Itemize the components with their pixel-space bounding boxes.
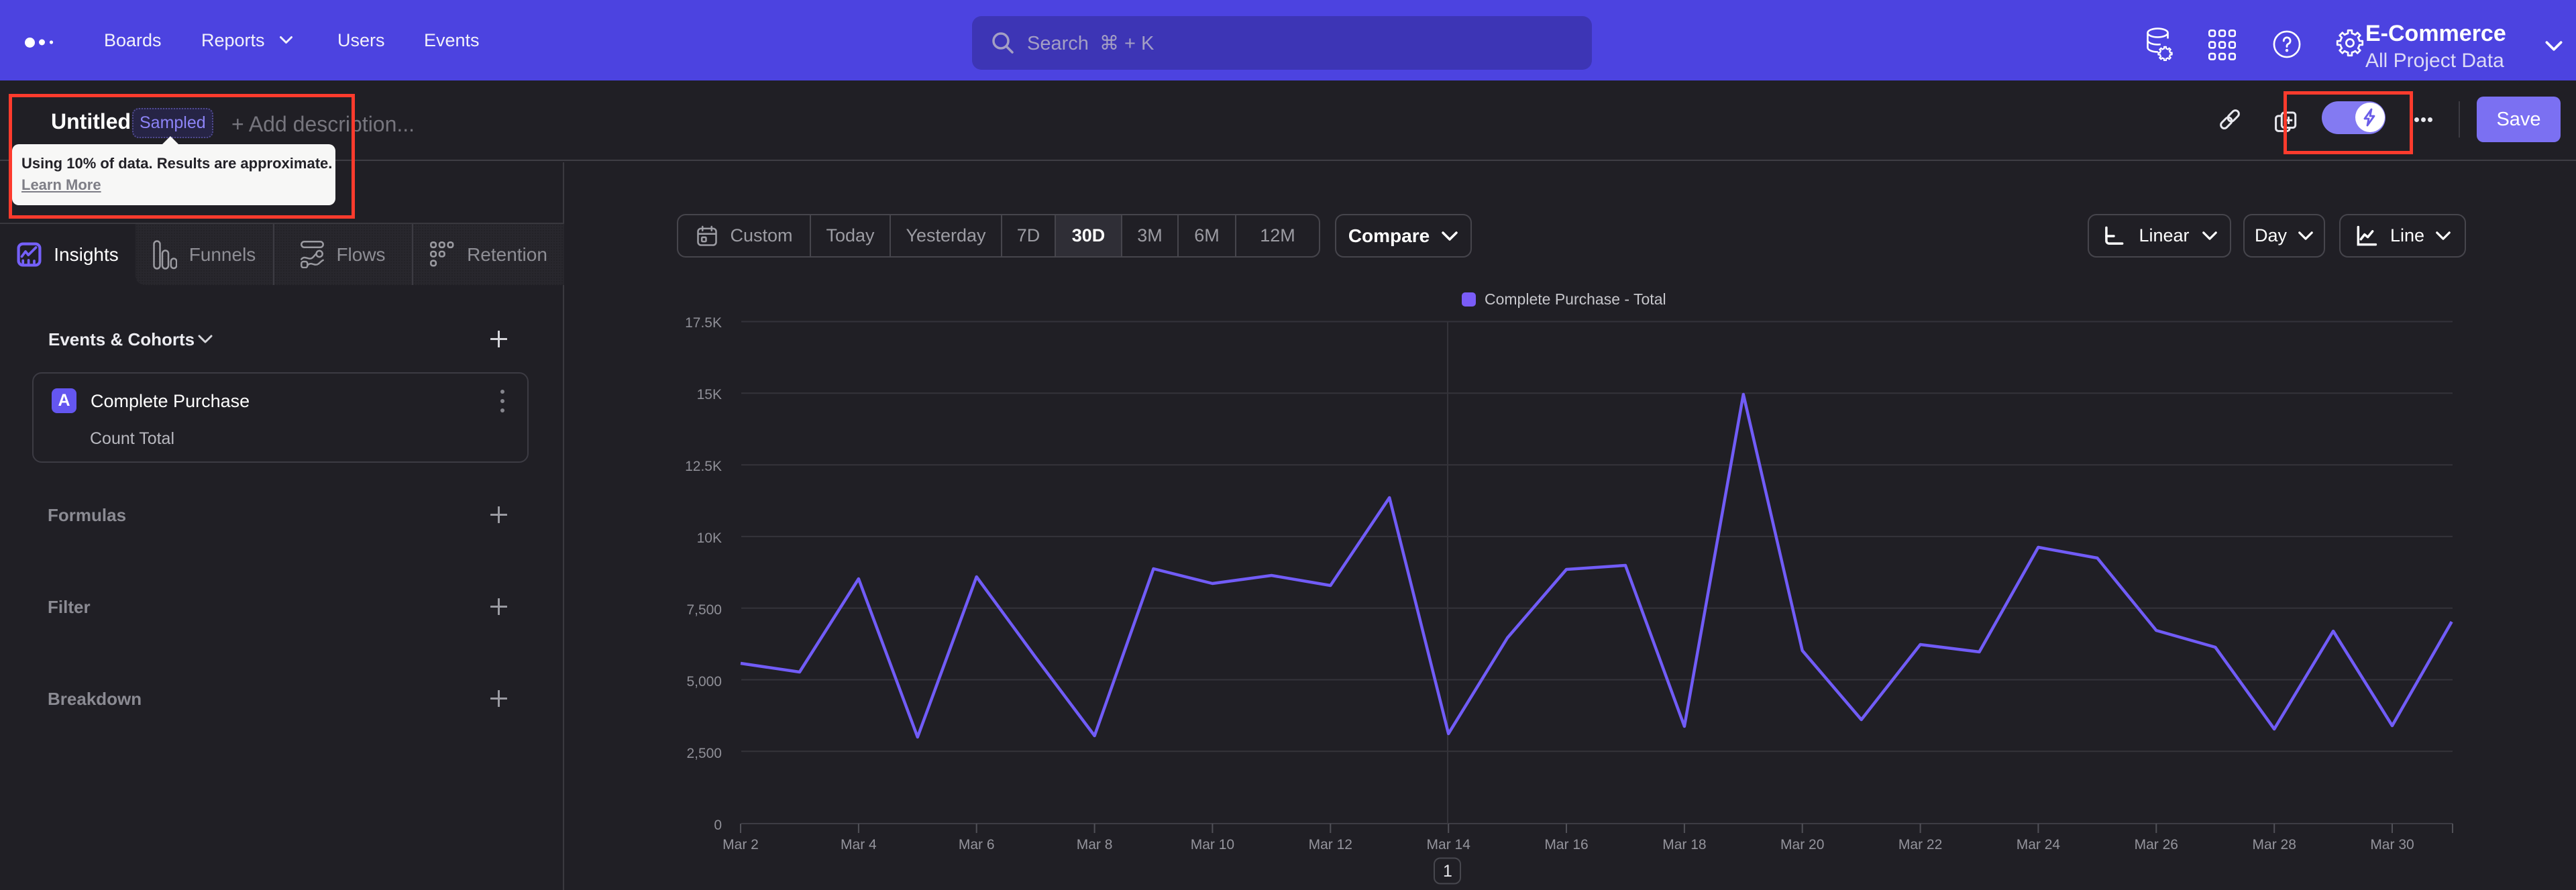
svg-text:2,500: 2,500 [686, 746, 722, 761]
svg-text:Mar 6: Mar 6 [959, 837, 995, 852]
svg-text:Mar 30: Mar 30 [2370, 837, 2414, 852]
svg-text:Mar 10: Mar 10 [1191, 837, 1234, 852]
svg-text:1: 1 [1443, 862, 1452, 881]
svg-text:Mar 18: Mar 18 [1662, 837, 1706, 852]
svg-text:7,500: 7,500 [686, 602, 722, 618]
svg-text:Mar 24: Mar 24 [2017, 837, 2061, 852]
svg-text:Mar 26: Mar 26 [2135, 837, 2178, 852]
svg-text:15K: 15K [697, 387, 722, 402]
svg-text:Mar 28: Mar 28 [2253, 837, 2296, 852]
svg-text:17.5K: 17.5K [685, 315, 722, 331]
svg-text:5,000: 5,000 [686, 674, 722, 689]
svg-text:Mar 14: Mar 14 [1427, 837, 1471, 852]
svg-text:12.5K: 12.5K [685, 459, 722, 474]
svg-text:Mar 4: Mar 4 [841, 837, 877, 852]
svg-text:Mar 22: Mar 22 [1898, 837, 1942, 852]
svg-text:0: 0 [714, 818, 722, 833]
svg-text:10K: 10K [697, 531, 722, 546]
svg-text:Mar 8: Mar 8 [1077, 837, 1113, 852]
svg-text:Mar 2: Mar 2 [722, 837, 759, 852]
svg-text:Mar 20: Mar 20 [1780, 837, 1824, 852]
svg-text:Mar 12: Mar 12 [1309, 837, 1352, 852]
svg-text:Mar 16: Mar 16 [1544, 837, 1588, 852]
